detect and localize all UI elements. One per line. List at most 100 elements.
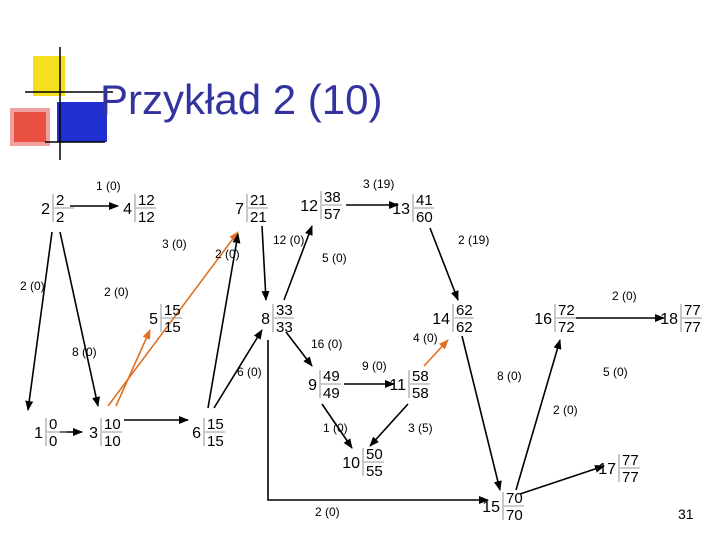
node-9-es: 49 <box>323 368 340 385</box>
node-18-es: 77 <box>684 302 701 319</box>
node-1-ef: 0 <box>49 433 57 450</box>
edge-label-13-14: 2 (19) <box>458 233 489 247</box>
edge-11-14 <box>423 339 449 367</box>
node-10-es: 50 <box>366 446 383 463</box>
edge-label-2-1: 2 (0) <box>20 279 45 293</box>
node-1-es: 0 <box>49 416 57 433</box>
edge-15-16 <box>515 339 562 491</box>
node-17-ef: 77 <box>622 469 639 486</box>
edge-15-17 <box>519 465 605 495</box>
node-13-es: 41 <box>416 192 433 209</box>
node-12-id: 12 <box>300 198 318 215</box>
edge-label-8-15: 2 (0) <box>315 505 340 519</box>
node-6-ef: 15 <box>207 433 224 450</box>
node-14-ef: 62 <box>456 319 473 336</box>
node-9-ef: 49 <box>323 385 340 402</box>
node-7-id: 7 <box>235 201 244 218</box>
edge-2-3 <box>59 231 100 407</box>
edge-3-5 <box>115 329 151 407</box>
edge-label-15-16: 5 (0) <box>603 365 628 379</box>
node-4-id: 4 <box>123 201 132 218</box>
node-1: 100 <box>34 416 67 450</box>
node-12-ef: 57 <box>324 206 341 223</box>
edge-label-9-11: 9 (0) <box>362 359 387 373</box>
edge-label-15-17: 2 (0) <box>553 403 578 417</box>
edge-label-9-10: 1 (0) <box>323 421 348 435</box>
node-15-ef: 70 <box>506 507 523 524</box>
edge-11-10 <box>369 403 409 447</box>
node-18-ef: 77 <box>684 319 701 336</box>
node-11-id: 11 <box>389 377 406 394</box>
edge-6-8 <box>213 329 263 409</box>
node-2-es: 2 <box>56 192 64 209</box>
node-9-id: 9 <box>308 377 317 394</box>
edge-13-14 <box>429 227 459 301</box>
edge-label-1-3: 8 (0) <box>72 345 97 359</box>
edge-label-3-7: 3 (0) <box>162 237 187 251</box>
node-17-es: 77 <box>622 452 639 469</box>
edge-8-9 <box>285 331 313 367</box>
node-16-ef: 72 <box>558 319 575 336</box>
node-12-es: 38 <box>324 189 341 206</box>
node-2-ef: 2 <box>56 209 64 226</box>
node-14-id: 14 <box>432 311 450 328</box>
node-2-id: 2 <box>41 201 50 218</box>
edge-6-7 <box>207 233 241 409</box>
node-5-ef: 15 <box>164 319 181 336</box>
edge-labels-layer: 1 (0)2 (0) 2 (0)8 (0)3 (0)6 (0)2 (0)12 (0… <box>20 177 637 519</box>
node-16-id: 16 <box>534 311 552 328</box>
edge-8-15 <box>267 340 489 504</box>
node-10-id: 10 <box>342 455 360 472</box>
edge-7-8 <box>261 225 270 301</box>
edge-8-12 <box>283 225 313 301</box>
edge-9-10 <box>321 403 353 449</box>
logo-icon <box>10 47 113 160</box>
edge-label-16-18: 2 (0) <box>612 289 637 303</box>
node-3-es: 10 <box>104 416 121 433</box>
node-2: 222 <box>41 192 74 226</box>
node-7-es: 21 <box>250 192 267 209</box>
edge-label-7-8: 12 (0) <box>273 233 304 247</box>
node-6-id: 6 <box>192 425 201 442</box>
node-5-id: 5 <box>149 311 158 328</box>
node-5-es: 15 <box>164 302 181 319</box>
edge-label-11-14: 4 (0) <box>413 331 438 345</box>
node-14-es: 62 <box>456 302 473 319</box>
edges-layer <box>25 201 665 504</box>
node-4-ef: 12 <box>138 209 155 226</box>
node-8-es: 33 <box>276 302 293 319</box>
node-3-id: 3 <box>89 425 98 442</box>
edge-label-6-7: 2 (0) <box>215 247 240 261</box>
node-13-ef: 60 <box>416 209 433 226</box>
edge-label-2-3: 2 (0) <box>104 285 129 299</box>
node-11-ef: 58 <box>412 385 429 402</box>
node-3-ef: 10 <box>104 433 121 450</box>
node-4-es: 12 <box>138 192 155 209</box>
node-1-id: 1 <box>34 425 43 442</box>
edge-label-14-15: 8 (0) <box>497 369 522 383</box>
node-8-ef: 33 <box>276 319 293 336</box>
node-13-id: 13 <box>392 201 410 218</box>
edge-label-3-6: 6 (0) <box>237 365 262 379</box>
node-6-es: 15 <box>207 416 224 433</box>
node-15-es: 70 <box>506 490 523 507</box>
edge-label-8-12: 5 (0) <box>322 251 347 265</box>
edge-label-11-10: 3 (5) <box>408 421 433 435</box>
